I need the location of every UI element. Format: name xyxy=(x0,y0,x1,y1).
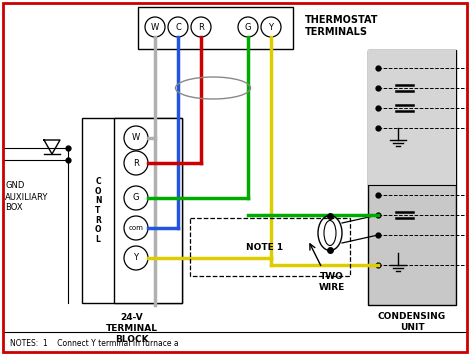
Bar xyxy=(368,50,456,185)
Text: TWO
WIRE: TWO WIRE xyxy=(319,272,345,292)
Circle shape xyxy=(261,17,281,37)
Text: R: R xyxy=(198,22,204,32)
Circle shape xyxy=(191,17,211,37)
Circle shape xyxy=(238,17,258,37)
Text: CONDENSING
UNIT: CONDENSING UNIT xyxy=(378,312,446,332)
Circle shape xyxy=(124,151,148,175)
Text: G: G xyxy=(133,193,139,202)
Text: Y: Y xyxy=(133,253,138,262)
Bar xyxy=(114,118,182,303)
Text: Y: Y xyxy=(268,22,274,32)
Text: GND: GND xyxy=(5,180,24,190)
Text: com: com xyxy=(129,225,144,231)
Bar xyxy=(368,50,456,305)
Circle shape xyxy=(124,216,148,240)
Text: TERMINALS: TERMINALS xyxy=(305,27,368,37)
Circle shape xyxy=(124,126,148,150)
Circle shape xyxy=(145,17,165,37)
Text: R: R xyxy=(133,158,139,168)
Text: NOTES:  1    Connect Y terminal in furnace a: NOTES: 1 Connect Y terminal in furnace a xyxy=(10,339,179,348)
Text: BOX: BOX xyxy=(5,203,23,213)
Text: NOTE 1: NOTE 1 xyxy=(246,244,284,252)
Circle shape xyxy=(168,17,188,37)
Bar xyxy=(82,118,182,303)
Text: AUXILIARY: AUXILIARY xyxy=(5,193,49,202)
Text: C
O
N
T
R
O
L: C O N T R O L xyxy=(95,177,101,244)
Text: C: C xyxy=(175,22,181,32)
Text: W: W xyxy=(151,22,159,32)
Text: W: W xyxy=(132,133,140,142)
Bar xyxy=(138,7,293,49)
Text: THERMOSTAT: THERMOSTAT xyxy=(305,15,379,25)
Text: G: G xyxy=(245,22,251,32)
Circle shape xyxy=(124,246,148,270)
Text: 24-V
TERMINAL
BLOCK: 24-V TERMINAL BLOCK xyxy=(106,313,158,344)
Bar xyxy=(190,218,350,276)
Circle shape xyxy=(124,186,148,210)
Ellipse shape xyxy=(324,220,336,246)
